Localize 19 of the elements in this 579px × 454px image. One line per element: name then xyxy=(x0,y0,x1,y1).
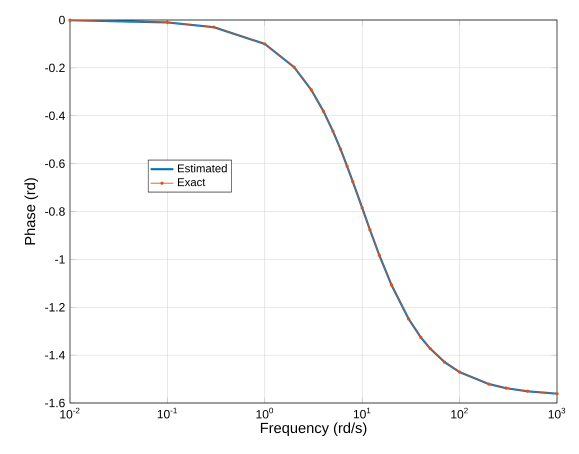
y-tick-label: -1.2 xyxy=(45,303,65,312)
y-tick-label: -0.2 xyxy=(45,64,65,72)
legend-label: Estimated xyxy=(178,164,227,172)
y-tick-label: -1.6 xyxy=(45,398,65,408)
y-tick-label: 0 xyxy=(59,16,65,24)
y-tick-label: -0.6 xyxy=(45,159,65,168)
legend-label: Exact xyxy=(178,178,206,186)
y-tick-label: -1.4 xyxy=(45,350,65,360)
x-tick-label: 10$^{2}$ xyxy=(451,408,468,419)
y-tick-label: -0.8 xyxy=(45,207,65,216)
x-tick-label: 10$^{1}$ xyxy=(354,408,370,418)
x-tick-label: 10$^{-2}$ xyxy=(60,408,80,419)
y-axis-title: Phase (rd) xyxy=(24,178,38,245)
x-tick-label: 10$^{3}$ xyxy=(548,408,566,419)
x-tick-label: 10$^{0}$ xyxy=(256,408,274,419)
x-tick-label: 10$^{-1}$ xyxy=(158,408,177,418)
y-tick-label: -1 xyxy=(55,255,65,264)
y-tick-label: -0.4 xyxy=(45,111,65,120)
x-axis-title: Frequency (rd/s) xyxy=(260,422,366,436)
